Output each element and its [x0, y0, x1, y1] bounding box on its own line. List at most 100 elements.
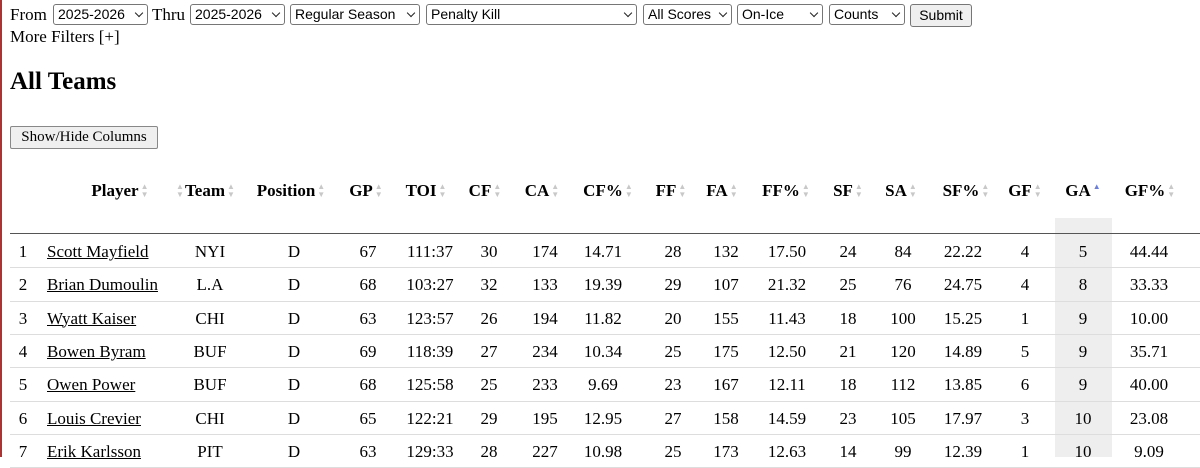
player-link[interactable]: Erik Karlsson — [47, 441, 141, 461]
table-cell: 103:27 — [406, 275, 454, 295]
table-cell: 111:37 — [407, 242, 453, 261]
table-cell: 120 — [890, 341, 916, 361]
table-cell: 25 — [664, 341, 682, 361]
table-cell: 20 — [664, 308, 682, 328]
from-select[interactable]: 2025-2026 — [53, 4, 148, 25]
table-cell: 1 — [1020, 308, 1030, 328]
table-cell: 18 — [839, 375, 857, 395]
column-header[interactable]: SA — [885, 181, 907, 200]
row-rank: 7 — [18, 441, 28, 461]
table-cell: 29 — [664, 275, 682, 295]
sort-arrows: ▲ ▼ — [374, 182, 383, 199]
column-header[interactable]: Team — [185, 181, 225, 200]
table-cell: 158 — [713, 408, 739, 428]
table-cell: 84 — [894, 242, 912, 261]
more-filters[interactable]: More Filters [+] — [10, 27, 120, 46]
table-cell: 11.82 — [584, 308, 622, 328]
table-cell: 25 — [480, 375, 498, 395]
row-line — [10, 333, 1200, 335]
season-select[interactable]: Regular Season — [290, 4, 420, 25]
table-cell: 67 — [359, 242, 377, 261]
column-header[interactable]: GP — [349, 181, 373, 200]
sort-arrows: ▲ — [1092, 182, 1101, 191]
table-cell: 35.71 — [1129, 341, 1169, 361]
columns-button[interactable]: Show/Hide Columns — [10, 126, 158, 149]
table-cell: 100 — [890, 308, 916, 328]
row-rank: 2 — [18, 275, 28, 295]
table-cell: 28 — [480, 441, 498, 461]
table-cell: 12.50 — [767, 341, 807, 361]
column-header[interactable]: GA — [1065, 181, 1091, 200]
column-header[interactable]: FF% — [762, 181, 800, 200]
player-link[interactable]: Louis Crevier — [47, 408, 141, 428]
column-header[interactable]: FF — [655, 181, 677, 200]
table-cell: 167 — [713, 375, 739, 395]
column-header[interactable]: GF — [1008, 181, 1032, 200]
table-cell: 14 — [839, 441, 857, 461]
table-cell: 8 — [1078, 275, 1088, 295]
stat-select[interactable]: On-Ice — [737, 4, 823, 25]
table-cell: 195 — [532, 408, 558, 428]
column-header[interactable]: CF% — [583, 181, 623, 200]
table-cell: 14.59 — [767, 408, 807, 428]
table-cell: 12.63 — [767, 441, 807, 461]
row-rank: 5 — [18, 375, 28, 395]
column-header[interactable]: SF — [833, 181, 853, 200]
table-cell: 9 — [1078, 375, 1088, 395]
column-header[interactable]: CA — [524, 181, 550, 200]
table-cell: 14.71 — [583, 242, 623, 261]
table-cell: 33.33 — [1129, 275, 1169, 295]
table-cell: PIT — [197, 441, 223, 461]
table-cell: 3 — [1020, 408, 1030, 428]
column-header[interactable]: CF — [468, 181, 492, 200]
table-cell: 9.09 — [1134, 441, 1164, 461]
page: From 2025-2026 Thru 2025-2026 Regular Se… — [0, 0, 1200, 457]
table-cell: D — [287, 375, 301, 395]
sort-arrows: ▲ ▼ — [227, 182, 235, 199]
table-cell: 233 — [532, 375, 558, 395]
player-link[interactable]: Bowen Byram — [47, 341, 146, 361]
player-link[interactable]: Brian Dumoulin — [47, 275, 158, 295]
table-cell: 10.00 — [1129, 308, 1169, 328]
column-header[interactable]: Player — [91, 181, 139, 200]
column-header[interactable]: Position — [256, 181, 316, 200]
column-header[interactable]: TOI — [405, 181, 437, 200]
column-header[interactable]: GF% — [1124, 181, 1166, 200]
table-cell: 234 — [532, 341, 558, 361]
table-cell: 15.25 — [943, 308, 983, 328]
table-cell: 9 — [1078, 341, 1088, 361]
table-cell: 19.39 — [583, 275, 623, 295]
table-cell: 4 — [1020, 275, 1030, 295]
table-cell: 23 — [839, 408, 857, 428]
table-cell: 28 — [664, 242, 682, 261]
table-cell: 13.85 — [943, 375, 983, 395]
sort-arrows: ▲ ▼ — [551, 182, 560, 199]
table-cell: 227 — [532, 441, 558, 461]
table-cell: 26 — [480, 308, 498, 328]
table-cell: D — [287, 341, 301, 361]
row-line — [10, 300, 1200, 302]
table-cell: 5 — [1078, 242, 1088, 261]
table-cell: 9.69 — [588, 375, 618, 395]
table-cell: 27 — [480, 341, 498, 361]
situation-select[interactable]: Penalty Kill — [426, 4, 637, 25]
thru-select[interactable]: 2025-2026 — [190, 4, 285, 25]
table-cell: D — [287, 242, 301, 261]
player-link[interactable]: Scott Mayfield — [47, 242, 149, 261]
table-cell: 194 — [532, 308, 558, 328]
table-cell: 4 — [1020, 242, 1030, 261]
sort-arrows: ▲ ▼ — [1167, 182, 1176, 199]
display-select[interactable]: Counts — [829, 4, 905, 25]
column-header[interactable]: SF% — [942, 181, 980, 200]
row-line — [10, 400, 1200, 402]
sort-arrows: ▲ ▼ — [678, 182, 687, 199]
player-link[interactable]: Wyatt Kaiser — [47, 308, 137, 328]
table-cell: D — [287, 308, 301, 328]
table-cell: 174 — [532, 242, 558, 261]
table-cell: 68 — [359, 375, 377, 395]
submit-button[interactable]: Submit — [910, 4, 972, 27]
player-link[interactable]: Owen Power — [47, 375, 136, 395]
score-select[interactable]: All Scores — [643, 4, 732, 25]
sort-arrows: ▲ ▼ — [317, 182, 326, 199]
column-header[interactable]: FA — [706, 181, 728, 200]
